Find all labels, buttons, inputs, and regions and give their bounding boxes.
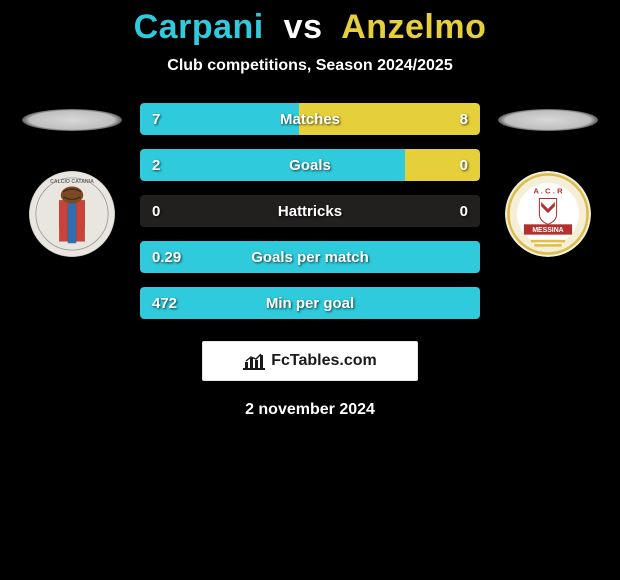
name-shadow-right bbox=[498, 109, 598, 131]
player2-name: Anzelmo bbox=[341, 8, 486, 46]
branding-badge[interactable]: FcTables.com bbox=[202, 341, 418, 381]
left-side-column: CALCIO CATANIA bbox=[22, 103, 122, 257]
crest-right-svg: A . C . R MESSINA bbox=[505, 171, 591, 257]
svg-text:A . C . R: A . C . R bbox=[533, 186, 563, 195]
stat-row: 0.29Goals per match bbox=[140, 241, 480, 273]
stats-column: 78Matches 20Goals 00Hattricks 0.29Goals per… bbox=[140, 103, 480, 319]
stat-label: Min per goal bbox=[140, 295, 480, 312]
svg-text:MESSINA: MESSINA bbox=[532, 227, 563, 234]
club-crest-right: A . C . R MESSINA bbox=[505, 171, 591, 257]
stat-label: Goals bbox=[140, 157, 480, 174]
bar-chart-icon bbox=[243, 352, 265, 370]
stat-row: 00Hattricks bbox=[140, 195, 480, 227]
stat-row: 472Min per goal bbox=[140, 287, 480, 319]
stat-row: 78Matches bbox=[140, 103, 480, 135]
name-shadow-left bbox=[22, 109, 122, 131]
branding-text: FcTables.com bbox=[271, 352, 377, 370]
vs-separator: vs bbox=[284, 8, 323, 46]
crest-left-svg: CALCIO CATANIA bbox=[29, 171, 115, 257]
svg-text:CALCIO CATANIA: CALCIO CATANIA bbox=[50, 179, 94, 185]
stat-label: Hattricks bbox=[140, 203, 480, 220]
subtitle: Club competitions, Season 2024/2025 bbox=[0, 57, 620, 75]
club-crest-left: CALCIO CATANIA bbox=[29, 171, 115, 257]
stat-label: Matches bbox=[140, 111, 480, 128]
page-title: Carpani vs Anzelmo bbox=[0, 8, 620, 47]
main-row: CALCIO CATANIA 78Matches 20Goals 00Hattric… bbox=[0, 103, 620, 319]
stat-row: 20Goals bbox=[140, 149, 480, 181]
comparison-widget: Carpani vs Anzelmo Club competitions, Se… bbox=[0, 0, 620, 419]
stat-label: Goals per match bbox=[140, 249, 480, 266]
date-line: 2 november 2024 bbox=[0, 401, 620, 419]
player1-name: Carpani bbox=[134, 8, 264, 46]
right-side-column: A . C . R MESSINA bbox=[498, 103, 598, 257]
